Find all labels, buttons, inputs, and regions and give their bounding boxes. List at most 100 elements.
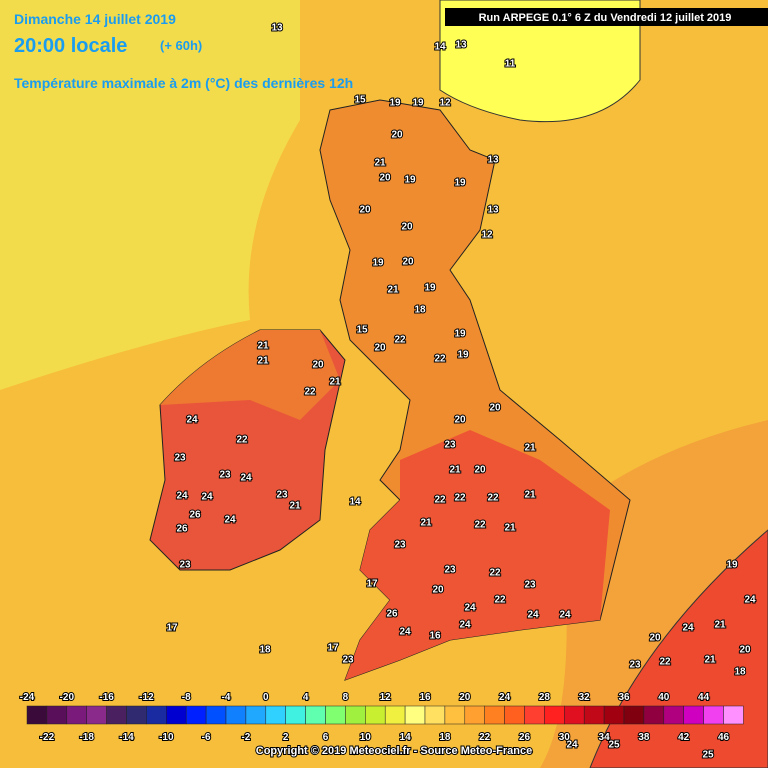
temperature-label: 18 <box>734 667 746 678</box>
scale-box <box>185 705 207 725</box>
temperature-label: 23 <box>444 565 456 576</box>
scale-box <box>225 705 247 725</box>
temperature-label: 18 <box>259 645 271 656</box>
run-info: Run ARPEGE 0.1° 6 Z du Vendredi 12 juill… <box>479 12 732 24</box>
temperature-label: 12 <box>439 98 451 109</box>
temperature-label: 26 <box>189 510 201 521</box>
scale-box <box>325 705 346 725</box>
scale-label: -14 <box>119 732 134 743</box>
temperature-label: 22 <box>434 354 446 365</box>
temperature-label: 23 <box>276 490 288 501</box>
temperature-label: 21 <box>504 523 516 534</box>
temperature-label: 20 <box>312 360 324 371</box>
scale-label: 8 <box>343 692 349 703</box>
scale-label: 18 <box>439 732 451 743</box>
scale-box <box>524 705 545 725</box>
temperature-label: 18 <box>414 305 426 316</box>
scale-label: -4 <box>222 692 231 703</box>
scale-label: 4 <box>303 692 309 703</box>
temperature-label: 20 <box>401 222 413 233</box>
scale-label: 2 <box>283 732 289 743</box>
temperature-label: 22 <box>489 568 501 579</box>
scale-label: -10 <box>159 732 174 743</box>
temperature-label: 15 <box>354 95 366 106</box>
temperature-label: 24 <box>186 415 198 426</box>
scale-box <box>424 705 446 725</box>
temperature-label: 19 <box>457 350 469 361</box>
temperature-label: 22 <box>474 520 486 531</box>
temperature-label: 24 <box>682 623 694 634</box>
scale-label: 0 <box>263 692 269 703</box>
scale-label: 42 <box>678 732 690 743</box>
temperature-label: 24 <box>527 610 539 621</box>
subtitle: Température maximale à 2m (°C) des derni… <box>14 75 353 91</box>
temperature-label: 13 <box>455 40 467 51</box>
temperature-label: 20 <box>359 205 371 216</box>
temperature-label: 24 <box>399 627 411 638</box>
temperature-label: 21 <box>329 377 341 388</box>
temperature-label: 15 <box>356 325 368 336</box>
temperature-label: 13 <box>271 23 283 34</box>
temperature-label: 24 <box>201 492 213 503</box>
temperature-label: 26 <box>386 609 398 620</box>
temperature-label: 24 <box>224 515 236 526</box>
temperature-label: 23 <box>174 453 186 464</box>
scale-box <box>26 705 48 725</box>
temperature-label: 23 <box>179 560 191 571</box>
temperature-label: 24 <box>240 473 252 484</box>
north-ireland <box>160 330 340 420</box>
temperature-label: 19 <box>424 283 436 294</box>
scale-label: 32 <box>579 692 591 703</box>
temperature-label: 19 <box>412 98 424 109</box>
scale-box <box>166 705 187 725</box>
scale-label: -22 <box>40 732 55 743</box>
temperature-label: 17 <box>166 623 178 634</box>
temperature-label: 20 <box>402 257 414 268</box>
temperature-label: 19 <box>389 98 401 109</box>
temperature-label: 21 <box>524 490 536 501</box>
scale-label: 16 <box>419 692 431 703</box>
temperature-label: 20 <box>489 403 501 414</box>
scale-label: 6 <box>323 732 329 743</box>
temperature-label: 25 <box>702 750 714 761</box>
scale-label: 14 <box>400 732 412 743</box>
scale-label: 36 <box>618 692 630 703</box>
temperature-label: 22 <box>494 595 506 606</box>
scale-label: 44 <box>698 692 710 703</box>
temperature-label: 21 <box>387 285 399 296</box>
scale-label: -12 <box>139 692 154 703</box>
scale-box <box>46 705 68 725</box>
temperature-label: 24 <box>464 603 476 614</box>
scale-label: -18 <box>79 732 94 743</box>
temperature-label: 26 <box>176 524 188 535</box>
scale-label: -20 <box>60 692 75 703</box>
temperature-label: 24 <box>176 491 188 502</box>
temperature-label: 14 <box>434 42 446 53</box>
scale-box <box>603 705 625 725</box>
temperature-label: 22 <box>454 493 466 504</box>
temperature-label: 21 <box>704 655 716 666</box>
scale-label: 28 <box>539 692 551 703</box>
scale-box <box>106 705 127 725</box>
temperature-label: 19 <box>454 329 466 340</box>
scale-box <box>365 705 386 725</box>
copyright: Copyright © 2019 Meteociel.fr - Source M… <box>256 745 532 757</box>
time: 20:00 locale <box>14 35 127 57</box>
temperature-label: 24 <box>566 740 578 751</box>
scale-label: -6 <box>202 732 211 743</box>
temperature-label: 19 <box>454 178 466 189</box>
temperature-label: 22 <box>659 657 671 668</box>
temperature-label: 19 <box>404 175 416 186</box>
temperature-label: 23 <box>524 580 536 591</box>
scale-label: -2 <box>241 732 250 743</box>
temperature-label: 20 <box>379 173 391 184</box>
temperature-label: 20 <box>374 343 386 354</box>
temperature-label: 22 <box>434 495 446 506</box>
scale-box <box>643 705 665 725</box>
scale-label: 22 <box>479 732 491 743</box>
temperature-label: 23 <box>342 655 354 666</box>
scale-box <box>464 705 485 725</box>
scale-label: 40 <box>658 692 670 703</box>
temperature-label: 23 <box>629 660 641 671</box>
